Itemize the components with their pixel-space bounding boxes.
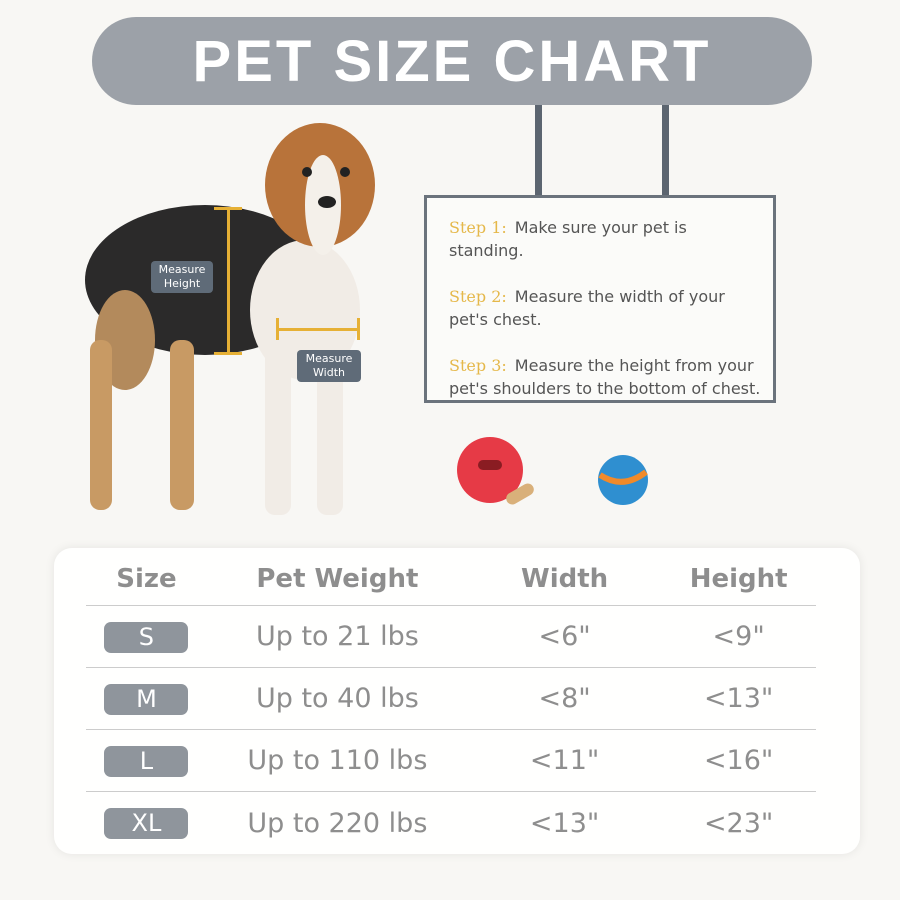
width-measure-cap — [357, 318, 360, 340]
table-row: M Up to 40 lbs <8" <13" — [86, 668, 816, 730]
size-badge: L — [104, 745, 189, 777]
step-3: Step 3: Measure the height from your pet'… — [449, 356, 761, 398]
measure-height-label: Measure Height — [151, 261, 213, 293]
width-measure-cap — [276, 318, 279, 340]
table-header: Size Pet Weight Width Height — [86, 552, 816, 606]
step-1: Step 1: Make sure your pet is standing. — [449, 218, 687, 260]
banner-post — [662, 105, 669, 203]
size-badge: S — [104, 621, 189, 653]
steps-box: Step 1: Make sure your pet is standing. S… — [424, 195, 776, 403]
size-table: Size Pet Weight Width Height S Up to 21 … — [54, 548, 860, 854]
table-row: S Up to 21 lbs <6" <9" — [86, 606, 816, 668]
dog-image — [85, 123, 375, 515]
table-row: L Up to 110 lbs <11" <16" — [86, 730, 816, 792]
height-measure-cap — [214, 352, 242, 355]
height-measure-line — [227, 207, 230, 354]
toys-image — [457, 437, 648, 505]
measure-width-label: Measure Width — [297, 350, 361, 382]
size-badge: XL — [104, 808, 189, 839]
banner-post — [535, 105, 542, 203]
step-2: Step 2: Measure the width of your pet's c… — [449, 287, 725, 329]
width-measure-line — [277, 328, 359, 331]
page-title: PET SIZE CHART — [92, 17, 812, 105]
height-measure-cap — [214, 207, 242, 210]
size-badge: M — [104, 683, 189, 715]
table-row: XL Up to 220 lbs <13" <23" — [86, 792, 816, 854]
